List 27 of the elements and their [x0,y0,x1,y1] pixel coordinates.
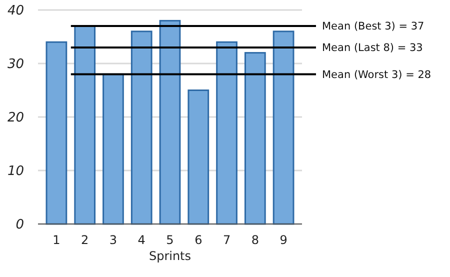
x-axis-title: Sprints [148,249,192,263]
bar [272,30,294,225]
x-tick-label: 7 [222,233,231,247]
y-tick-label: 20 [7,110,24,126]
x-tick-label: 2 [81,233,89,247]
ref-line-label: Mean (Worst 3) = 28 [322,68,432,81]
bar [102,73,124,225]
bar [216,41,238,225]
x-tick-label: 4 [138,233,146,247]
bar [188,90,210,225]
y-tick-label: 10 [7,164,24,180]
x-tick-label: 5 [166,233,174,247]
bar [130,30,152,225]
x-tick-label: 8 [251,233,259,247]
y-tick-label: 30 [7,57,24,72]
y-tick-label: 0 [16,218,24,233]
x-tick-label: 9 [280,233,288,247]
bar [74,25,96,225]
bar [244,52,266,225]
x-tick-label: 1 [52,233,60,247]
bar [46,41,68,225]
ref-line-label: Mean (Best 3) = 37 [322,20,424,33]
bar [159,20,181,225]
x-tick-label: 3 [109,233,118,247]
y-tick-label: 40 [7,4,24,19]
x-tick-label: 6 [194,233,202,247]
ref-line-label: Mean (Last 8) = 33 [322,42,423,54]
